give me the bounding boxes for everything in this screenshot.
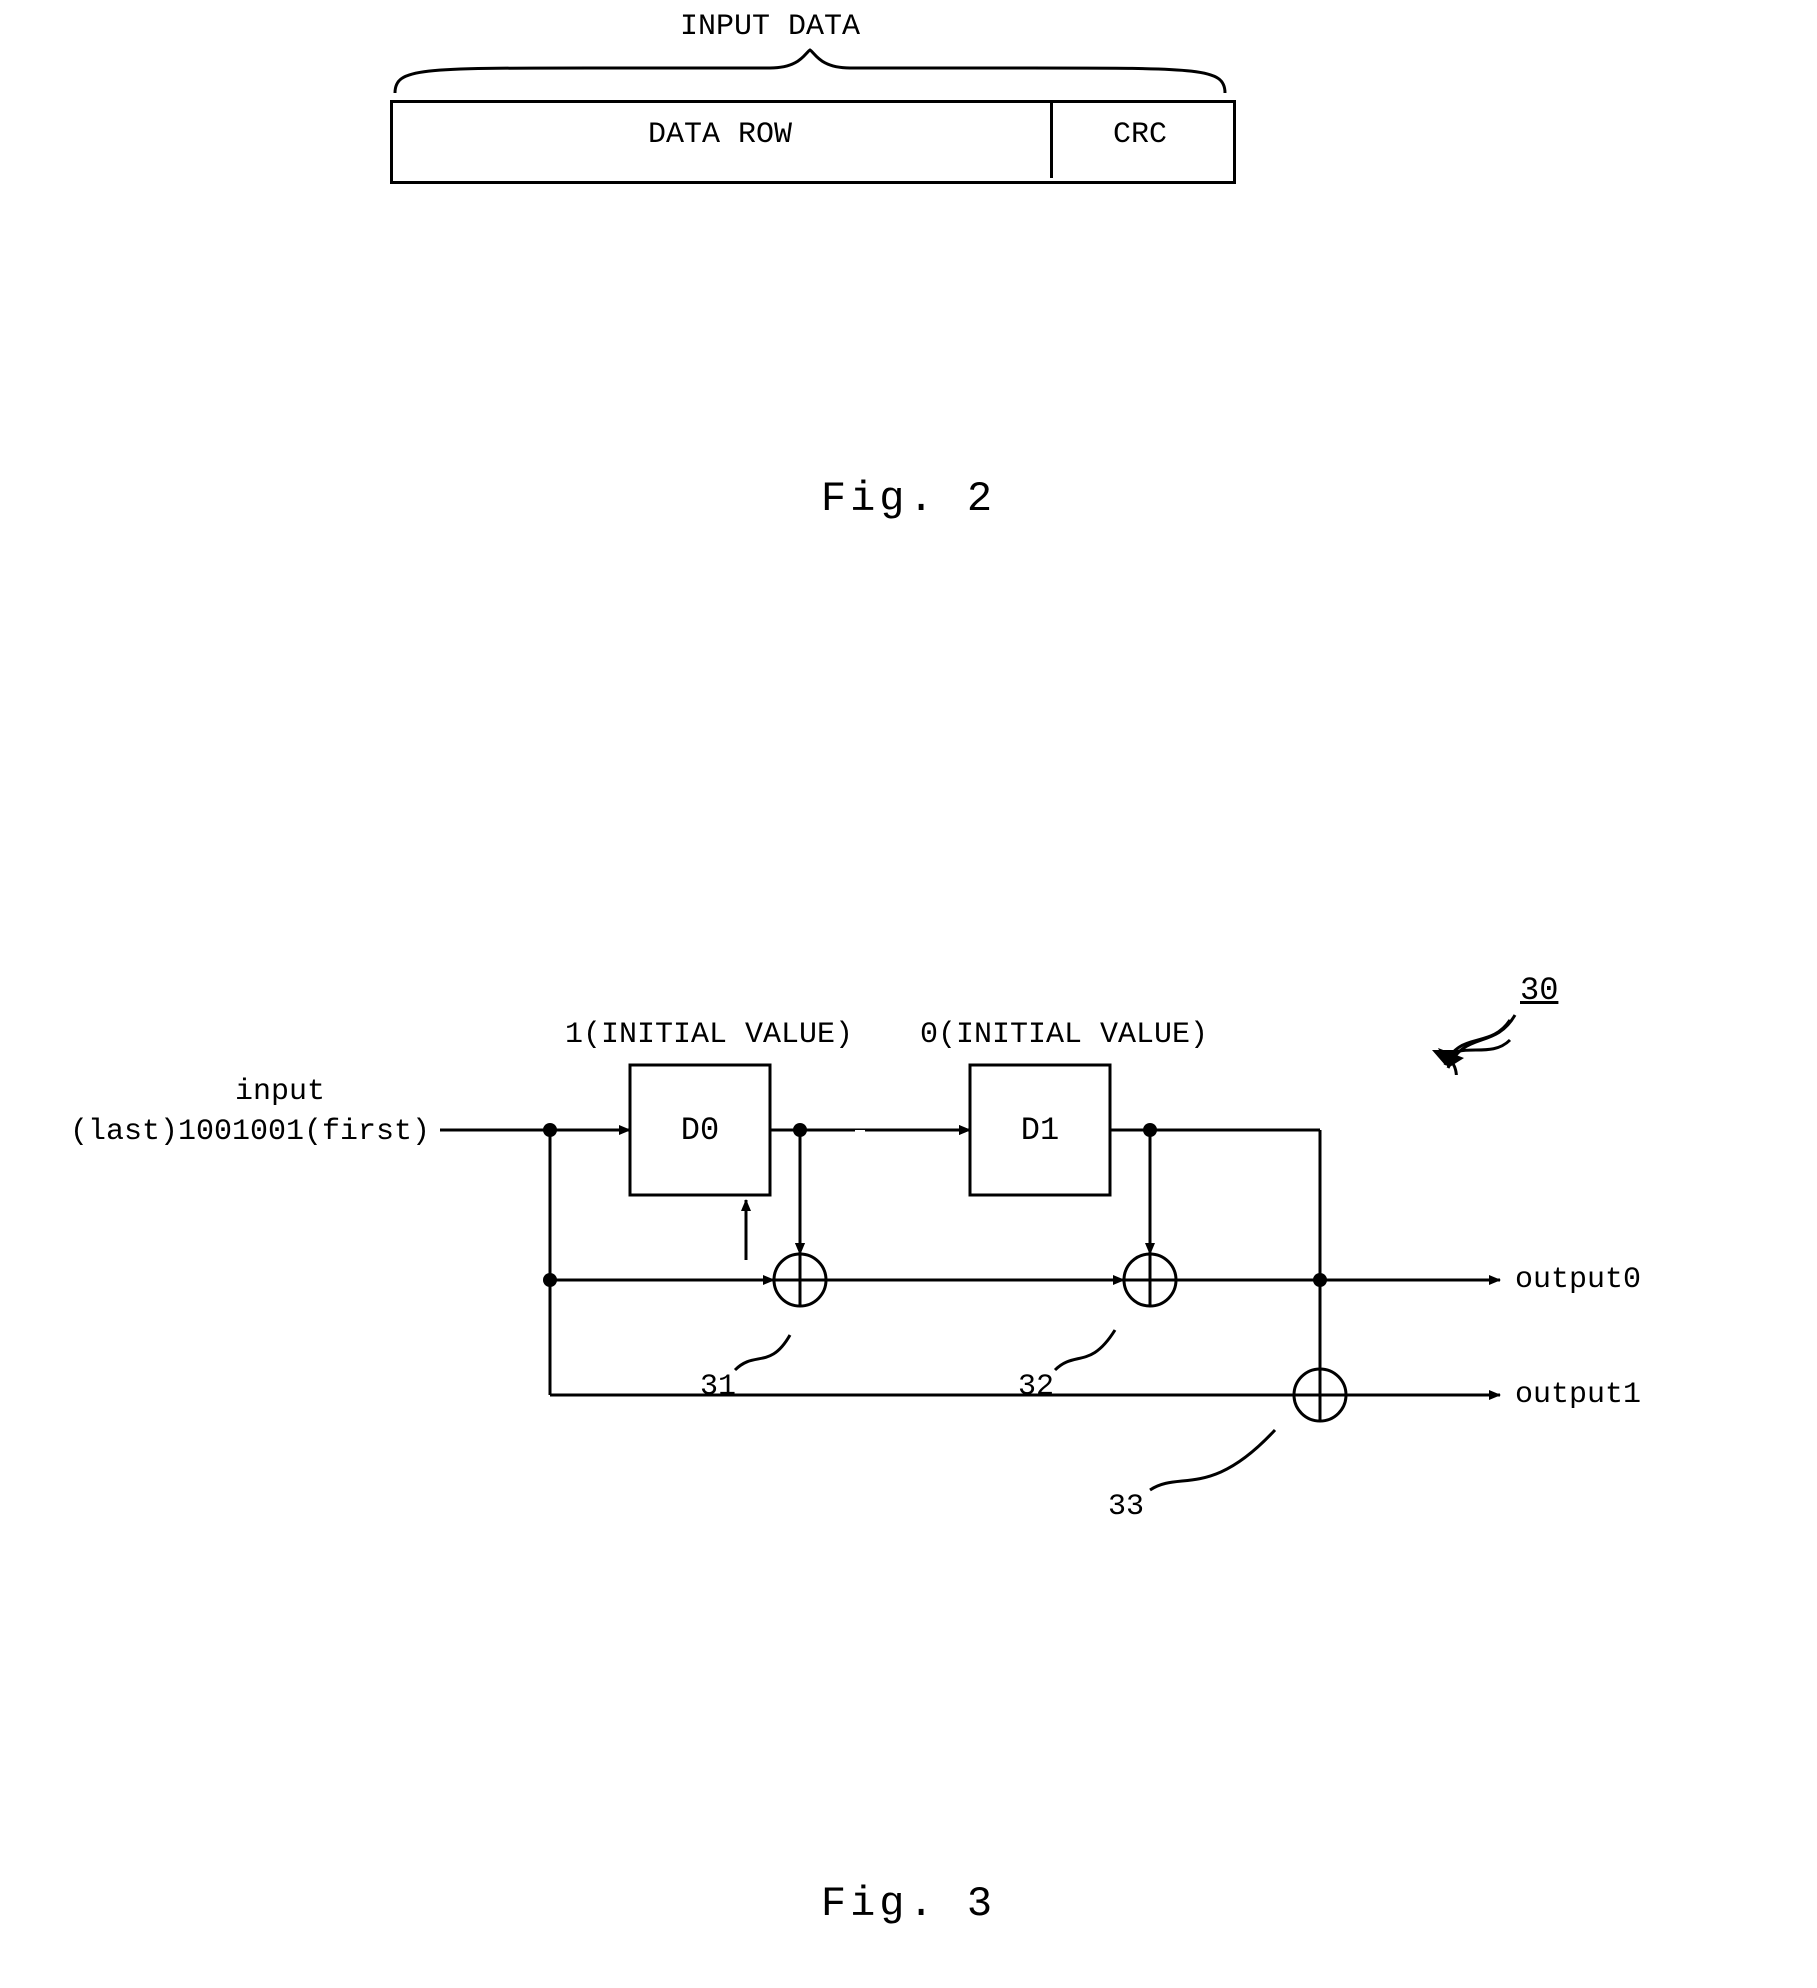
fig3-ref30: 30 [1520,972,1558,1009]
fig3-caption: Fig. 3 [0,1880,1817,1928]
page-canvas: INPUT DATA DATA ROW CRC Fig. 2 input (la… [0,0,1817,1988]
fig3-d0-label: D0 [630,1112,770,1149]
fig3-output1: output1 [1515,1378,1641,1412]
fig3-ref32: 32 [1018,1370,1054,1404]
fig3-ref33: 33 [1108,1490,1144,1524]
fig3-output0: output0 [1515,1263,1641,1297]
fig3-d1-label: D1 [970,1112,1110,1149]
fig3-ref31: 31 [700,1370,736,1404]
